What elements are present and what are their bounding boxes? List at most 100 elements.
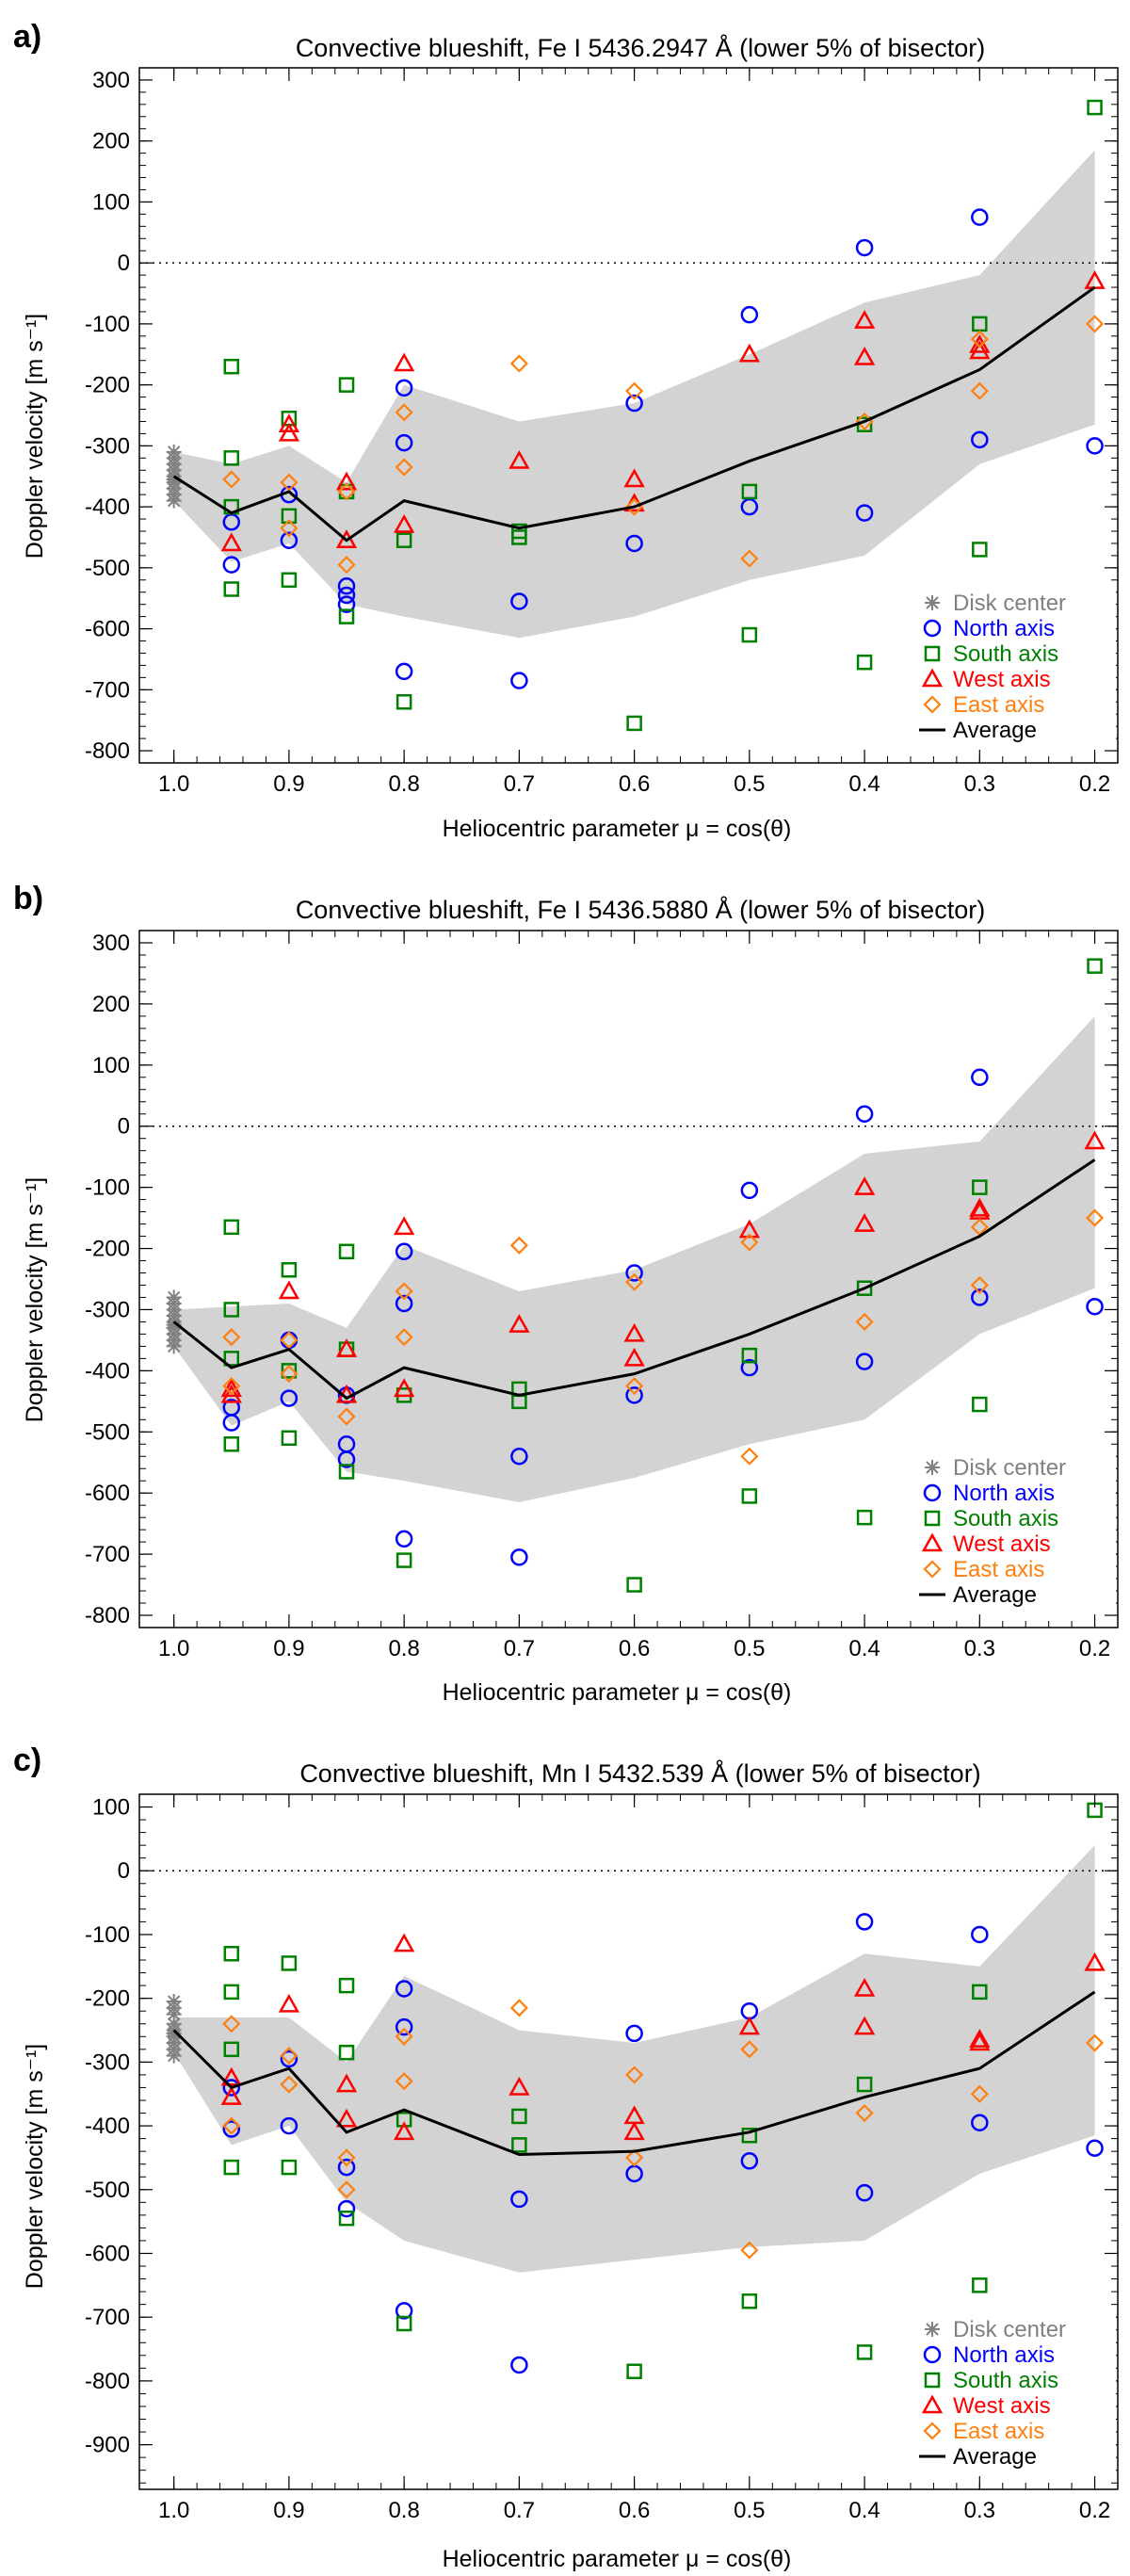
north-axis-point xyxy=(1086,2139,1104,2158)
x-tick-label: 0.7 xyxy=(504,2498,535,2523)
west-axis-point xyxy=(969,1197,991,1217)
south-axis-point xyxy=(856,2344,873,2360)
west-axis-point xyxy=(220,2066,242,2086)
south-axis-point xyxy=(972,542,988,558)
north-axis-point xyxy=(395,662,413,681)
legend-label: Disk center xyxy=(953,2317,1066,2342)
south-axis-point xyxy=(626,1577,642,1593)
east-axis-point xyxy=(509,1236,528,1255)
east-axis-point xyxy=(625,1272,644,1291)
east-axis-point xyxy=(625,381,644,400)
south-axis-point xyxy=(223,358,240,375)
west-axis-point xyxy=(853,310,876,329)
north-axis-point xyxy=(625,1386,643,1404)
plot-inner xyxy=(139,958,1118,1593)
south-axis-point xyxy=(223,581,240,597)
y-axis-label: Doppler velocity [m s⁻¹] xyxy=(22,314,48,559)
south-axis-point xyxy=(223,2041,240,2058)
north-axis-point xyxy=(510,1548,528,1566)
west-axis-point xyxy=(508,2076,530,2096)
north-axis-point xyxy=(855,2183,874,2202)
south-axis-point xyxy=(396,1552,412,1568)
north-axis-point xyxy=(740,1181,759,1200)
x-tick-label: 0.4 xyxy=(848,2498,880,2523)
x-tick-label: 0.6 xyxy=(619,771,650,797)
west-axis-point xyxy=(969,2029,991,2048)
north-axis-point xyxy=(337,577,356,595)
y-tick-label: -700 xyxy=(85,2305,130,2330)
south-axis-point xyxy=(741,2293,758,2309)
south-axis-point xyxy=(1087,99,1103,116)
y-axis-label: Doppler velocity [m s⁻¹] xyxy=(22,1177,48,1423)
east-axis-point xyxy=(740,1233,759,1252)
x-tick-label: 0.6 xyxy=(619,2498,650,2523)
south-axis-point xyxy=(281,1430,298,1447)
x-tick-label: 0.9 xyxy=(273,1636,304,1661)
plot-area: 1.0 0.9 0.8 0.7 0.6 0.5 0.4 0.3 0.2 100 0 -100 -200 -… xyxy=(85,1793,1119,2523)
y-tick-label: -700 xyxy=(85,1542,130,1567)
panel-label: a) xyxy=(13,19,41,55)
west-axis-point xyxy=(853,1176,876,1195)
plot-frame xyxy=(138,930,1119,1628)
panel-label: c) xyxy=(13,1742,41,1778)
legend-square-swatch xyxy=(924,645,941,662)
east-axis-point xyxy=(337,556,356,575)
legend-label: East axis xyxy=(953,2419,1044,2444)
legend-circle-swatch xyxy=(923,619,942,638)
south-axis-point xyxy=(223,450,240,466)
y-tick-label: 300 xyxy=(92,931,130,956)
north-axis-point xyxy=(222,2079,241,2097)
south-axis-point xyxy=(223,1946,240,1962)
disk-center-point xyxy=(166,493,182,509)
north-axis-point xyxy=(625,394,643,413)
north-axis-point xyxy=(971,2114,989,2131)
north-axis-point xyxy=(395,379,413,397)
x-axis-label: Heliocentric parameter μ = cos(θ) xyxy=(443,1679,792,1706)
east-axis-point xyxy=(280,473,299,492)
legend-label: North axis xyxy=(953,616,1055,641)
legend-diamond-swatch xyxy=(923,695,942,714)
x-tick-label: 0.9 xyxy=(273,2498,304,2523)
y-tick-label: -500 xyxy=(85,1419,130,1445)
disk-center-point xyxy=(166,2048,182,2064)
west-axis-point xyxy=(853,1977,876,1997)
west-axis-point xyxy=(508,450,530,469)
legend-label: South axis xyxy=(953,2368,1058,2393)
y-tick-label: -100 xyxy=(85,1175,130,1201)
south-axis-point xyxy=(511,2108,527,2125)
y-tick-label: -200 xyxy=(85,1986,130,2012)
average-line xyxy=(172,1990,1096,2157)
east-axis-point xyxy=(222,1377,241,1396)
legend-label: East axis xyxy=(953,692,1044,718)
south-axis-point xyxy=(741,1488,758,1504)
spread-band xyxy=(173,1845,1095,2273)
north-axis-point xyxy=(280,531,299,549)
east-axis-point xyxy=(395,2072,413,2091)
plot-frame xyxy=(138,1793,1119,2490)
x-tick-label: 0.6 xyxy=(619,1636,650,1661)
east-axis-point xyxy=(280,519,299,538)
y-tick-label: 200 xyxy=(92,992,130,1017)
north-axis-point xyxy=(971,208,989,226)
y-tick-label: -300 xyxy=(85,433,130,459)
south-axis-point xyxy=(972,1179,988,1195)
x-tick-label: 0.3 xyxy=(964,1636,995,1661)
south-axis-point xyxy=(281,1363,298,1379)
west-axis-point xyxy=(1084,1952,1106,1971)
east-axis-point xyxy=(280,1365,299,1384)
south-axis-point xyxy=(338,1243,355,1260)
north-axis-point xyxy=(337,595,356,613)
north-axis-point xyxy=(337,2158,356,2177)
west-axis-point xyxy=(969,2032,991,2051)
x-tick-label: 0.3 xyxy=(964,771,995,797)
y-tick-label: -100 xyxy=(85,312,130,337)
south-axis-point xyxy=(856,654,873,671)
south-axis-point xyxy=(338,2210,355,2227)
x-tick-label: 0.2 xyxy=(1079,1636,1110,1661)
average-line xyxy=(172,285,1096,543)
east-axis-point xyxy=(509,1999,528,2017)
east-axis-point xyxy=(740,549,759,568)
legend-background xyxy=(913,2310,1116,2476)
legend-background xyxy=(913,584,1116,750)
